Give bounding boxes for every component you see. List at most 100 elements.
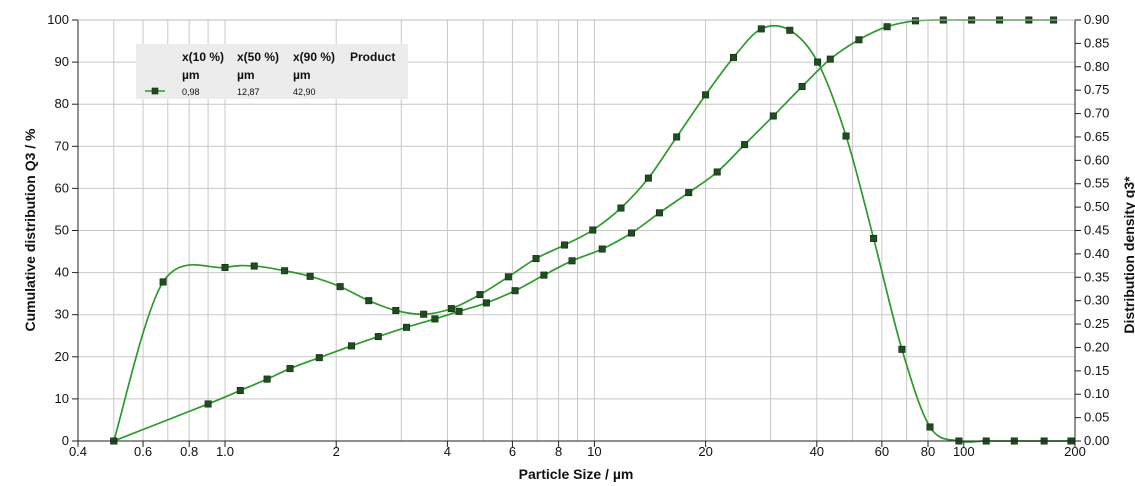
- y2-tick-label: 0.85: [1084, 35, 1109, 50]
- y2-tick-label: 0.55: [1084, 176, 1109, 191]
- density-data-point: [814, 58, 822, 66]
- cumulative-data-point: [568, 257, 576, 265]
- density-data-point: [420, 310, 428, 318]
- y2-tick-label: 0.15: [1084, 363, 1109, 378]
- density-data-point: [842, 132, 850, 140]
- cumulative-data-point: [627, 229, 635, 237]
- y2-tick-label: 0.05: [1084, 410, 1109, 425]
- y2-tick-label: 0.35: [1084, 269, 1109, 284]
- x-tick-label: 0.4: [69, 444, 87, 459]
- legend-value-x50: 12,87: [237, 87, 260, 97]
- cumulative-data-point: [713, 168, 721, 176]
- x-tick-label: 4: [444, 444, 451, 459]
- cumulative-data-point: [236, 386, 244, 394]
- cumulative-data-point: [315, 354, 323, 362]
- cumulative-data-point: [511, 287, 519, 295]
- x-tick-label: 10: [587, 444, 601, 459]
- x-tick-label: 200: [1064, 444, 1086, 459]
- y-tick-label: 40: [55, 265, 69, 280]
- density-data-point: [281, 267, 289, 275]
- density-data-point: [306, 272, 314, 280]
- cumulative-data-point: [482, 299, 490, 307]
- density-data-point: [730, 53, 738, 61]
- density-data-point: [447, 305, 455, 313]
- density-data-point: [673, 133, 681, 141]
- x-tick-label: 8: [555, 444, 562, 459]
- cumulative-data-point: [263, 375, 271, 383]
- legend: x(10 %) x(50 %) x(90 %) Product µm µm µm…: [136, 44, 408, 99]
- x-tick-label: 0.6: [134, 444, 152, 459]
- y2-tick-label: 0.50: [1084, 199, 1109, 214]
- density-data-point: [870, 234, 878, 242]
- y2-tick-label: 0.70: [1084, 106, 1109, 121]
- cumulative-data-point: [883, 23, 891, 31]
- y2-tick-label: 0.45: [1084, 223, 1109, 238]
- legend-unit-x90: µm: [293, 68, 311, 82]
- cumulative-data-point: [741, 141, 749, 149]
- cumulative-data-point: [540, 271, 548, 279]
- x-tick-label: 40: [810, 444, 824, 459]
- cumulative-data-point: [798, 83, 806, 91]
- y2-tick-label: 0.20: [1084, 339, 1109, 354]
- density-data-point: [757, 25, 765, 33]
- density-data-point: [561, 241, 569, 249]
- y-axis-title: Cumulative distribution Q3 / %: [22, 128, 38, 332]
- legend-value-x10: 0,98: [182, 87, 200, 97]
- y2-tick-label: 0.30: [1084, 293, 1109, 308]
- density-data-point: [392, 306, 400, 314]
- y2-tick-label: 0.75: [1084, 82, 1109, 97]
- legend-header-x50: x(50 %): [237, 50, 279, 64]
- cumulative-data-point: [911, 17, 919, 25]
- cumulative-data-point: [685, 189, 693, 197]
- cumulative-data-point: [855, 36, 863, 44]
- cumulative-data-point: [769, 112, 777, 120]
- y-tick-label: 80: [55, 96, 69, 111]
- legend-unit-x50: µm: [237, 68, 255, 82]
- x-tick-label: 80: [921, 444, 935, 459]
- density-data-point: [589, 226, 597, 234]
- x-tick-label: 20: [698, 444, 712, 459]
- y-tick-label: 50: [55, 223, 69, 238]
- cumulative-data-point: [403, 323, 411, 331]
- y2-tick-label: 0.40: [1084, 246, 1109, 261]
- legend-unit-x10: µm: [182, 68, 200, 82]
- legend-series-marker: [151, 87, 159, 95]
- density-data-point: [250, 262, 258, 270]
- density-data-point: [532, 255, 540, 263]
- y2-tick-label: 0.00: [1084, 433, 1109, 448]
- legend-header-product: Product: [350, 50, 395, 64]
- legend-header-x90: x(90 %): [293, 50, 335, 64]
- y2-tick-label: 0.65: [1084, 129, 1109, 144]
- cumulative-data-point: [598, 245, 606, 253]
- y-tick-label: 70: [55, 138, 69, 153]
- cumulative-data-point: [204, 400, 212, 408]
- y2-tick-label: 0.10: [1084, 386, 1109, 401]
- legend-header-x10: x(10 %): [182, 50, 224, 64]
- cumulative-data-point: [655, 209, 663, 217]
- x-tick-label: 100: [953, 444, 975, 459]
- density-data-point: [926, 423, 934, 431]
- y-tick-label: 100: [47, 12, 69, 27]
- density-data-point: [365, 297, 373, 305]
- density-data-point: [702, 91, 710, 99]
- axes: 0 10 20 30 40 50 60 70 80 90 100 0.00 0.05 0.10 0.15 0.…: [47, 12, 1109, 459]
- x-tick-label: 6: [509, 444, 516, 459]
- y-tick-label: 20: [55, 349, 69, 364]
- legend-value-x90: 42,90: [293, 87, 316, 97]
- y-tick-label: 10: [55, 391, 69, 406]
- y2-axis-title: Distribution density q3*: [1121, 176, 1135, 334]
- density-data-point: [504, 273, 512, 281]
- y-tick-label: 0: [62, 433, 69, 448]
- cumulative-data-point: [347, 342, 355, 350]
- y2-tick-label: 0.60: [1084, 152, 1109, 167]
- y2-tick-label: 0.90: [1084, 12, 1109, 27]
- x-tick-label: 60: [875, 444, 889, 459]
- x-tick-label: 1.0: [216, 444, 234, 459]
- legend-box: [136, 44, 408, 99]
- cumulative-data-point: [374, 333, 382, 341]
- cumulative-data-point: [286, 365, 294, 373]
- x-axis-title: Particle Size / µm: [519, 466, 634, 482]
- cumulative-data-point: [826, 55, 834, 63]
- density-data-point: [476, 291, 484, 299]
